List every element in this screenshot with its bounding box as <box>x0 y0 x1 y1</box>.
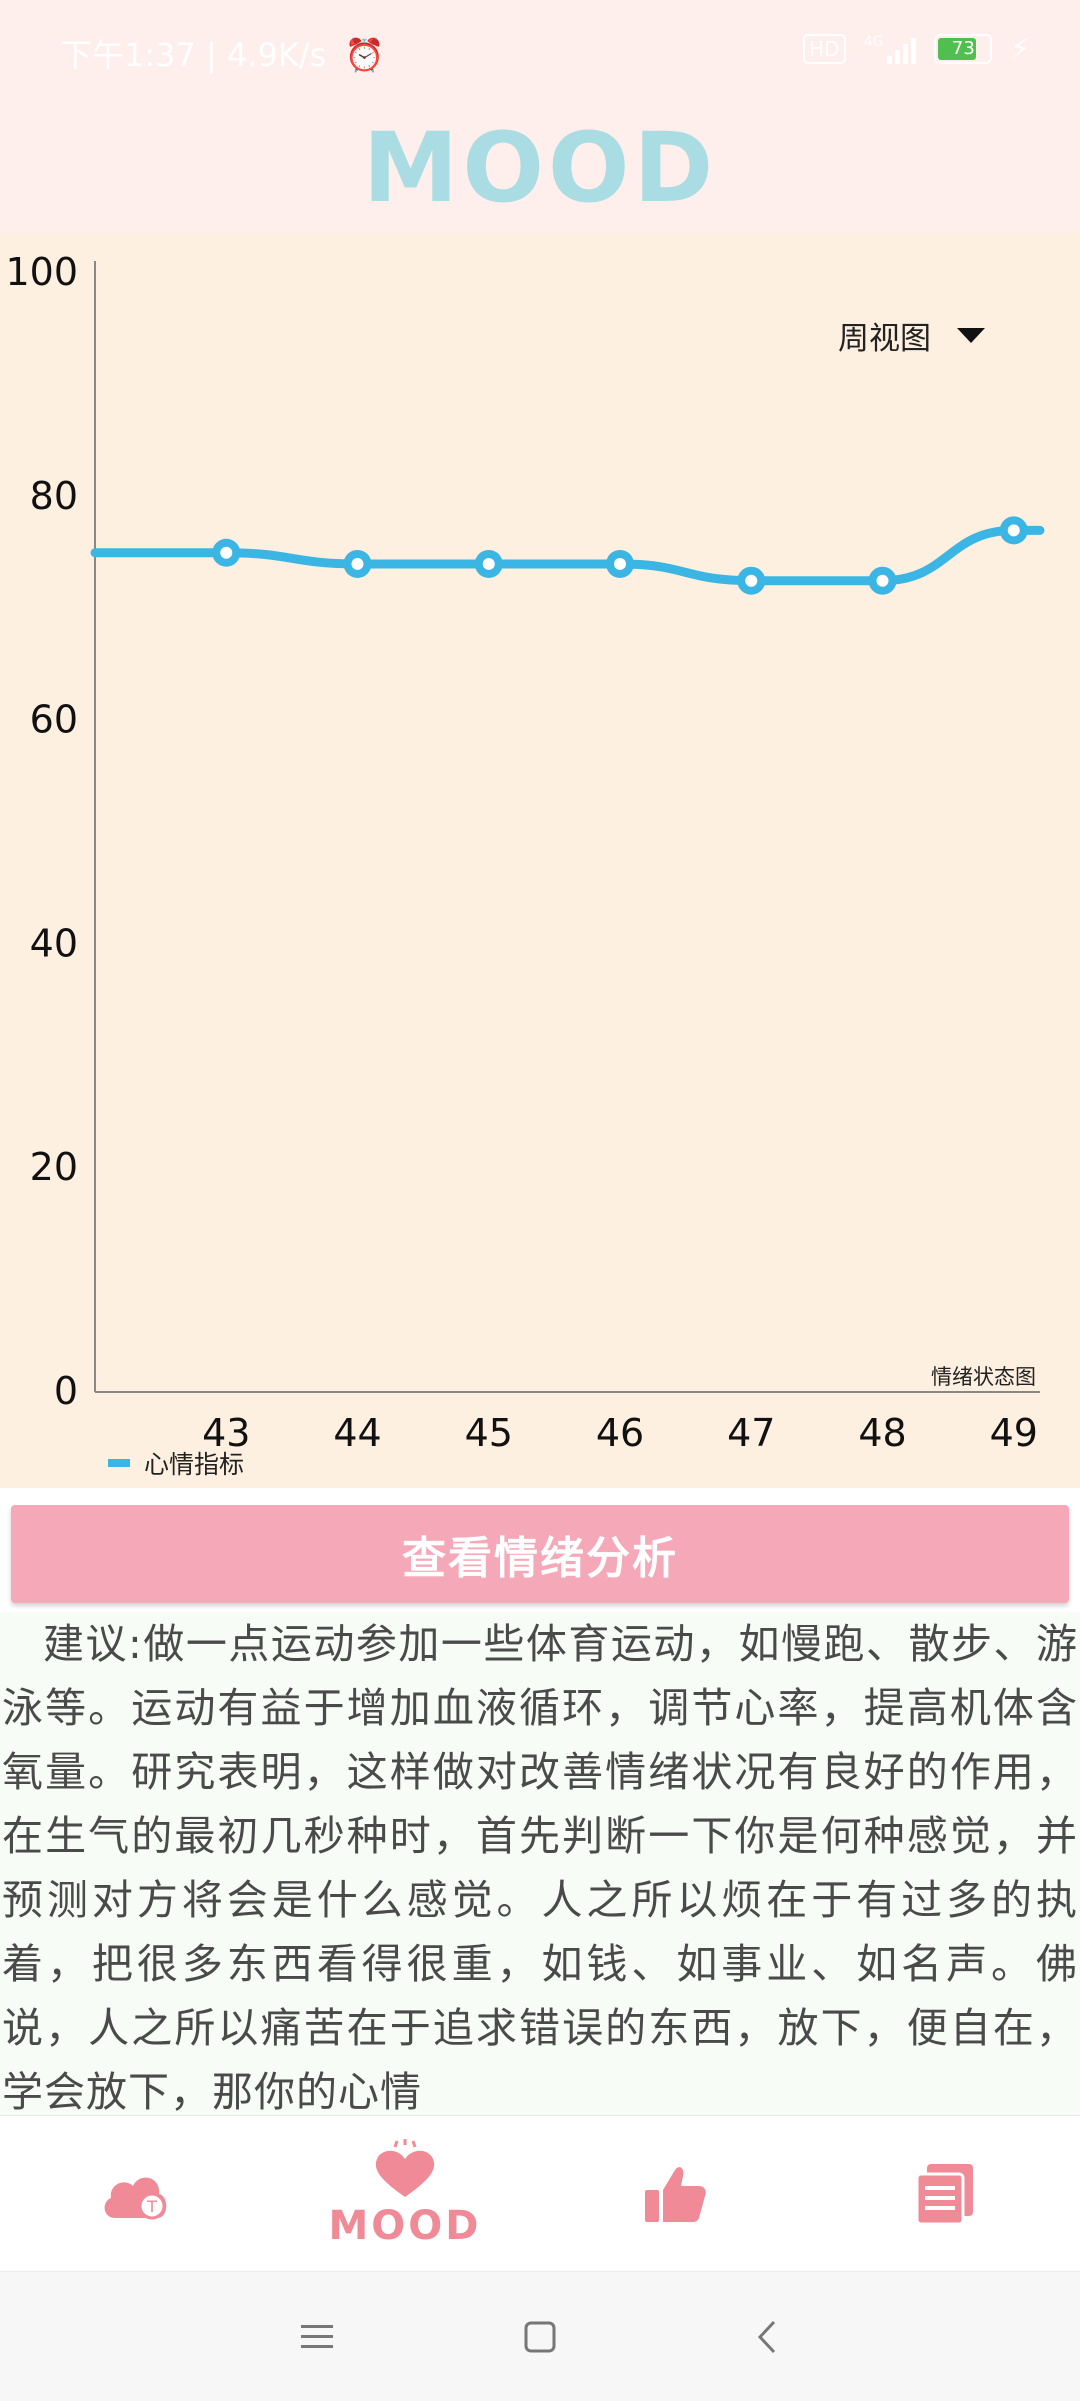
signal-icon: 4G <box>864 34 917 64</box>
x-tick-label: 43 <box>202 1411 250 1455</box>
back-icon <box>757 2320 776 2354</box>
x-tick-label: 47 <box>727 1411 775 1455</box>
x-tick-label: 48 <box>858 1411 906 1455</box>
data-point-center <box>614 557 626 570</box>
dropdown-caret-icon <box>957 328 985 343</box>
thumbs-up-icon <box>645 2167 706 2222</box>
y-tick-label: 60 <box>30 698 78 742</box>
battery-icon: 73 <box>934 33 993 64</box>
charging-icon: ⚡ <box>1010 32 1030 65</box>
bottom-nav: T MOOD <box>0 2115 1080 2272</box>
battery-fill <box>938 37 977 60</box>
y-tick-label: 40 <box>30 921 78 965</box>
view-analysis-button[interactable]: 查看情绪分析 <box>11 1505 1069 1603</box>
menu-button[interactable] <box>282 2302 352 2372</box>
data-point-center <box>745 574 758 587</box>
app-title: MOOD <box>362 112 718 224</box>
data-point-center <box>351 557 364 570</box>
nav-mood-label: MOOD <box>328 2203 482 2249</box>
signal-label: 4G <box>863 33 884 50</box>
system-nav-bar <box>0 2271 1080 2401</box>
status-bar: 下午1:37 | 4.9K/s ⏰ HD 4G 73 ⚡ <box>0 0 1080 105</box>
network-badge: HD <box>803 33 846 64</box>
y-tick-label: 0 <box>54 1369 78 1413</box>
advice-panel[interactable]: 建议:做一点运动参加一些体育运动，如慢跑、散步、游泳等。运动有益于增加血液循环，… <box>0 1612 1080 2115</box>
advice-text: 建议:做一点运动参加一些体育运动，如慢跑、散步、游泳等。运动有益于增加血液循环，… <box>2 1620 1078 2115</box>
battery-level: 73 <box>951 37 975 59</box>
x-tick-label: 49 <box>990 1411 1038 1455</box>
legend-label: 心情指标 <box>144 1450 245 1479</box>
home-button[interactable] <box>505 2302 575 2372</box>
chart-corner-label: 情绪状态图 <box>931 1365 1036 1389</box>
y-tick-label: 100 <box>5 250 78 294</box>
signal-bars <box>887 34 917 64</box>
menu-icon <box>301 2325 333 2348</box>
heart-icon <box>375 2139 435 2197</box>
back-button[interactable] <box>732 2302 802 2372</box>
cloud-icon: T <box>104 2177 167 2220</box>
nav-mood[interactable]: MOOD <box>270 2116 540 2272</box>
app-header: MOOD <box>0 105 1080 233</box>
y-tick-label: 20 <box>30 1145 78 1189</box>
y-tick-label: 80 <box>30 474 78 518</box>
x-tick-label: 45 <box>465 1411 513 1455</box>
notes-icon <box>915 2164 973 2226</box>
legend-swatch <box>108 1459 130 1467</box>
svg-text:T: T <box>146 2197 157 2216</box>
nav-cloud[interactable]: T <box>0 2116 270 2272</box>
view-selector[interactable]: 周视图 <box>838 313 985 358</box>
nav-like[interactable] <box>540 2116 810 2272</box>
mood-chart: 0 20 40 60 80 100 43 44 45 46 47 48 49 情绪状态图 周视图 心情指标 <box>0 233 1080 1488</box>
status-icons: HD 4G 73 ⚡ <box>803 32 1030 65</box>
alarm-off-icon: ⏰ <box>344 36 385 74</box>
data-point-center <box>482 557 495 570</box>
nav-notes[interactable] <box>810 2116 1080 2272</box>
data-point-center <box>220 546 233 559</box>
data-point-center <box>1007 524 1020 537</box>
mood-line-chart: 0 20 40 60 80 100 43 44 45 46 47 48 49 情绪状态图 <box>5 250 1045 1455</box>
home-icon <box>524 2321 556 2353</box>
status-time-speed: 下午1:37 | 4.9K/s ⏰ <box>60 36 385 74</box>
chart-legend: 心情指标 <box>108 1445 244 1481</box>
x-tick-label: 46 <box>596 1411 644 1455</box>
data-point-center <box>876 574 889 587</box>
view-selector-label: 周视图 <box>838 321 931 357</box>
x-tick-label: 44 <box>333 1411 381 1455</box>
